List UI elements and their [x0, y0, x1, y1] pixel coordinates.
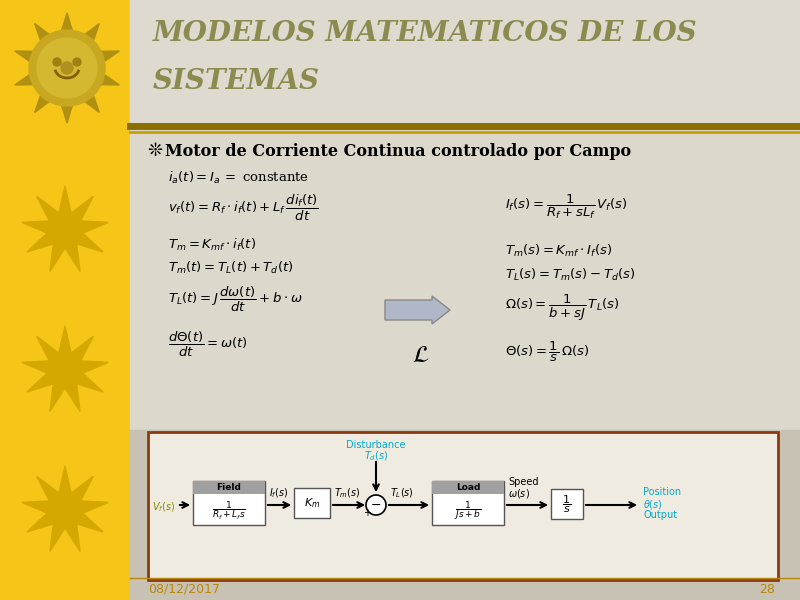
Text: $\theta(s)$: $\theta(s)$	[643, 498, 662, 511]
Text: 08/12/2017: 08/12/2017	[148, 583, 220, 596]
Text: $\dfrac{1}{R_f+L_f s}$: $\dfrac{1}{R_f+L_f s}$	[212, 500, 246, 522]
Text: ❊: ❊	[147, 142, 162, 160]
Text: Motor de Corriente Continua controlado por Campo: Motor de Corriente Continua controlado p…	[165, 143, 631, 160]
Bar	[130, 430, 800, 600]
Text: Position: Position	[643, 487, 681, 497]
Circle shape	[53, 58, 61, 66]
Text: $K_m$: $K_m$	[304, 496, 320, 510]
Text: $\Omega(s) = \dfrac{1}{b+sJ}\,T_L(s)$: $\Omega(s) = \dfrac{1}{b+sJ}\,T_L(s)$	[505, 293, 620, 323]
Text: $\dfrac{1}{s}$: $\dfrac{1}{s}$	[562, 493, 571, 515]
Text: Speed: Speed	[508, 477, 538, 487]
Text: $+$: $+$	[363, 508, 373, 518]
Text: $T_m(s) = K_{mf}\cdot I_f(s)$: $T_m(s) = K_{mf}\cdot I_f(s)$	[505, 243, 612, 259]
Text: $\Theta(s) = \dfrac{1}{s}\,\Omega(s)$: $\Theta(s) = \dfrac{1}{s}\,\Omega(s)$	[505, 340, 590, 364]
Circle shape	[366, 495, 386, 515]
Bar	[294, 488, 330, 518]
FancyArrow shape	[385, 296, 450, 324]
Text: $T_L(s) = T_m(s) - T_d(s)$: $T_L(s) = T_m(s) - T_d(s)$	[505, 267, 635, 283]
Bar	[193, 481, 265, 525]
Text: 28: 28	[759, 583, 775, 596]
Text: MODELOS MATEMATICOS DE LOS: MODELOS MATEMATICOS DE LOS	[153, 20, 698, 47]
Text: $\dfrac{d\Theta(t)}{dt} = \omega(t)$: $\dfrac{d\Theta(t)}{dt} = \omega(t)$	[168, 330, 248, 359]
Text: $v_f(t) = R_f\cdot i_f(t) + L_f\,\dfrac{di_f(t)}{dt}$: $v_f(t) = R_f\cdot i_f(t) + L_f\,\dfrac{…	[168, 193, 319, 223]
Bar	[432, 481, 504, 494]
Polygon shape	[22, 186, 108, 271]
Polygon shape	[14, 13, 119, 123]
Bar	[551, 489, 583, 519]
Text: SISTEMAS: SISTEMAS	[153, 68, 320, 95]
Text: $I_f(s)$: $I_f(s)$	[269, 486, 288, 500]
Polygon shape	[22, 466, 108, 551]
Bar	[193, 481, 265, 494]
Text: $T_L(s)$: $T_L(s)$	[390, 486, 414, 500]
Text: Load: Load	[456, 483, 480, 492]
Polygon shape	[22, 326, 108, 412]
Text: $T_m(t) = T_L(t) + T_d(t)$: $T_m(t) = T_L(t) + T_d(t)$	[168, 260, 294, 276]
Text: Field: Field	[217, 483, 242, 492]
Text: $i_a(t) = I_a\,=$ constante: $i_a(t) = I_a\,=$ constante	[168, 170, 309, 186]
Bar	[432, 481, 504, 525]
Text: Disturbance: Disturbance	[346, 440, 406, 450]
Circle shape	[61, 62, 73, 74]
Text: $\mathcal{L}$: $\mathcal{L}$	[412, 344, 430, 367]
Text: $V_f(s)$: $V_f(s)$	[152, 500, 175, 514]
Text: $T_L(t) = J\,\dfrac{d\omega(t)}{dt} + b\cdot\omega$: $T_L(t) = J\,\dfrac{d\omega(t)}{dt} + b\…	[168, 285, 302, 314]
Text: $\omega(s)$: $\omega(s)$	[508, 487, 530, 499]
Bar	[130, 0, 800, 128]
Bar	[148, 432, 778, 580]
Circle shape	[29, 30, 105, 106]
Text: $-$: $-$	[370, 497, 382, 511]
Text: $\dfrac{1}{Js+b}$: $\dfrac{1}{Js+b}$	[454, 500, 482, 523]
Bar	[0, 0, 130, 600]
Circle shape	[37, 38, 97, 98]
Text: $I_f(s) = \dfrac{1}{R_f+sL_f}\,V_f(s)$: $I_f(s) = \dfrac{1}{R_f+sL_f}\,V_f(s)$	[505, 193, 627, 221]
Text: $T_d(s)$: $T_d(s)$	[364, 449, 388, 463]
Text: Output: Output	[643, 510, 677, 520]
Bar	[130, 0, 800, 430]
Circle shape	[73, 58, 81, 66]
Text: $T_m = K_{mf}\cdot i_f(t)$: $T_m = K_{mf}\cdot i_f(t)$	[168, 237, 256, 253]
Text: $T_m(s)$: $T_m(s)$	[334, 486, 361, 500]
